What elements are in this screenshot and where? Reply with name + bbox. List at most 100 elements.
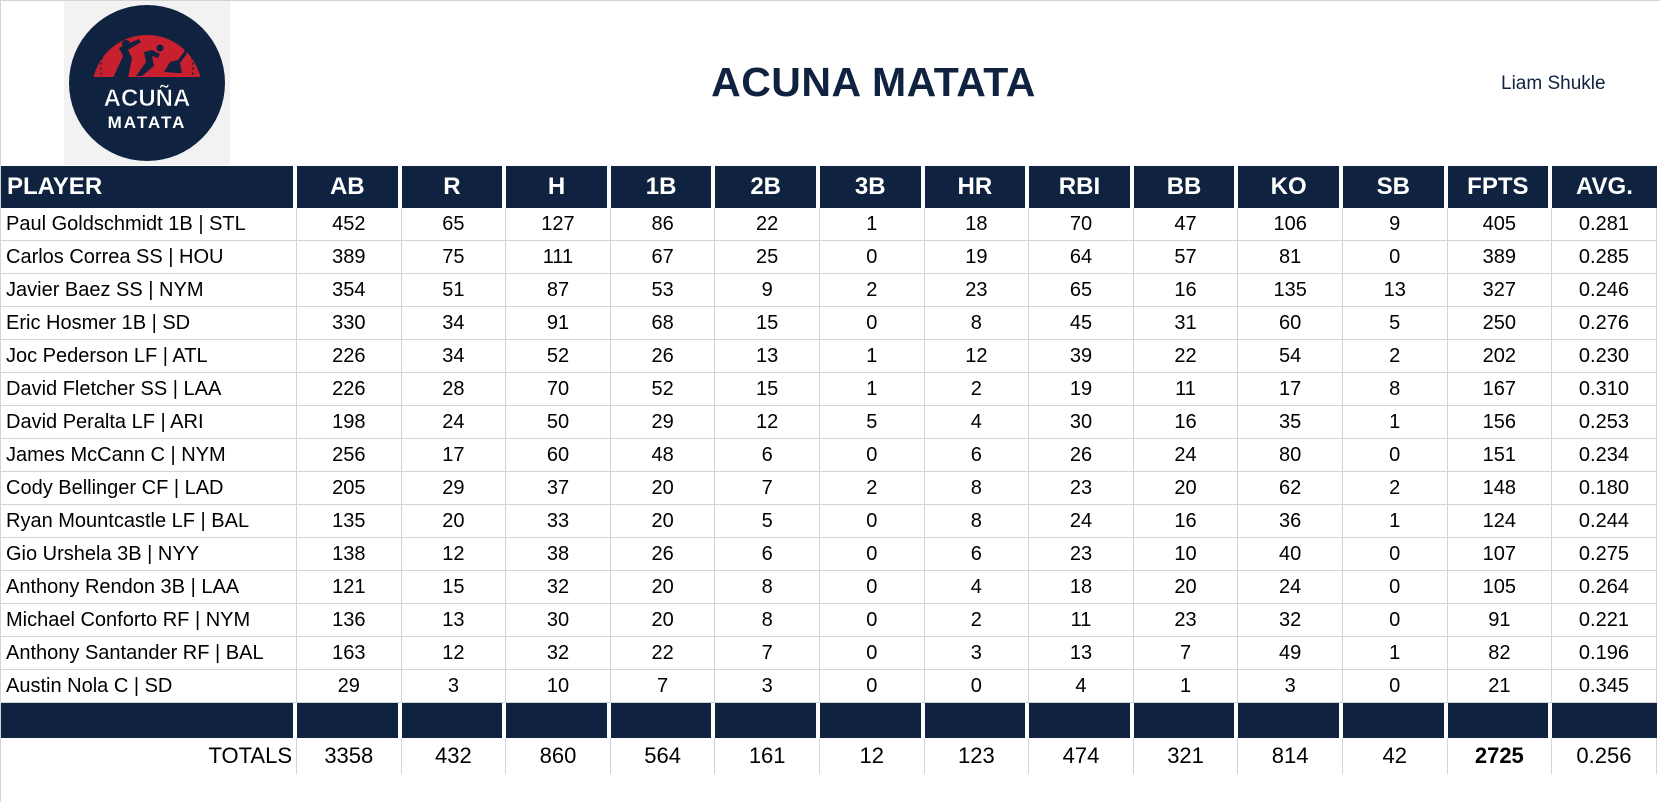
stat-cell-ko: 32: [1238, 604, 1343, 637]
stat-cell-r: 34: [401, 307, 507, 340]
stat-cell-rbi: 19: [1029, 373, 1134, 406]
table-row: James McCann C | NYM 256 17 60 48 6 0 6 26 24 80 0 1…: [1, 439, 1657, 472]
stat-cell-ko: 3: [1238, 670, 1343, 703]
stat-cell-sb: 0: [1342, 538, 1448, 571]
stat-cell-3b: 2: [819, 274, 925, 307]
table-row: Javier Baez SS | NYM 354 51 87 53 9 2 23 65 16 135…: [1, 274, 1657, 307]
stat-cell-3b: 0: [819, 670, 925, 703]
stat-cell-avg: 0.180: [1552, 472, 1657, 505]
stat-cell-avg: 0.285: [1552, 241, 1657, 274]
stat-cell-rbi: 64: [1029, 241, 1134, 274]
column-header-ko: KO: [1238, 166, 1343, 208]
stat-cell-ko: 36: [1238, 505, 1343, 538]
stat-cell-h: 32: [506, 571, 611, 604]
stat-cell-r: 28: [401, 373, 507, 406]
stat-cell-bb: 10: [1133, 538, 1239, 571]
stat-cell-hr: 4: [924, 571, 1030, 604]
player-rows: Paul Goldschmidt 1B | STL 452 65 127 86 22 1 18…: [1, 208, 1657, 703]
stat-cell-h: 87: [506, 274, 611, 307]
stat-cell-avg: 0.276: [1552, 307, 1657, 340]
stat-cell-ab: 136: [297, 604, 402, 637]
total-1b: 564: [611, 738, 716, 774]
table-row: Paul Goldschmidt 1B | STL 452 65 127 86 22 1 18…: [1, 208, 1657, 241]
stat-cell-hr: 19: [924, 241, 1030, 274]
column-header-avg: AVG.: [1552, 166, 1657, 208]
stat-cell-ko: 35: [1238, 406, 1343, 439]
stat-cell-2b: 6: [715, 538, 820, 571]
stat-cell-ab: 330: [297, 307, 402, 340]
stat-cell-3b: 5: [819, 406, 925, 439]
stat-cell-fpts: 105: [1447, 571, 1553, 604]
spacer-row: [1, 703, 1657, 738]
table-row: Michael Conforto RF | NYM 136 13 30 20 8 0 2 11 2…: [1, 604, 1657, 637]
stat-cell-rbi: 70: [1029, 208, 1134, 241]
stat-cell-hr: 6: [924, 439, 1030, 472]
stat-cell-rbi: 30: [1029, 406, 1134, 439]
stat-cell-ab: 354: [297, 274, 402, 307]
total-h: 860: [506, 738, 611, 774]
stat-cell-ko: 24: [1238, 571, 1343, 604]
stat-cell-ab: 135: [297, 505, 402, 538]
stat-cell-1b: 68: [610, 307, 716, 340]
player-name-cell: Paul Goldschmidt 1B | STL: [1, 208, 297, 241]
stat-cell-hr: 18: [924, 208, 1030, 241]
stat-cell-2b: 7: [715, 472, 820, 505]
stat-cell-3b: 0: [819, 604, 925, 637]
team-logo: ACUÑA MATATA: [64, 1, 230, 165]
stat-cell-sb: 0: [1342, 439, 1448, 472]
stat-cell-avg: 0.253: [1552, 406, 1657, 439]
stat-cell-r: 17: [401, 439, 507, 472]
stat-cell-ko: 49: [1238, 637, 1343, 670]
stat-cell-ab: 256: [297, 439, 402, 472]
stat-cell-hr: 0: [924, 670, 1030, 703]
total-bb: 321: [1134, 738, 1239, 774]
stat-cell-ab: 121: [297, 571, 402, 604]
stat-cell-rbi: 26: [1029, 439, 1134, 472]
stat-cell-3b: 0: [819, 637, 925, 670]
table-header-row: PLAYER AB R H 1B 2B 3B HR RBI BB KO SB F…: [1, 166, 1657, 208]
stat-cell-fpts: 389: [1447, 241, 1553, 274]
stat-cell-3b: 0: [819, 307, 925, 340]
baseball-logo-icon: ACUÑA MATATA: [69, 5, 225, 161]
stat-cell-hr: 12: [924, 340, 1030, 373]
stat-cell-fpts: 21: [1447, 670, 1553, 703]
stat-cell-3b: 0: [819, 571, 925, 604]
stat-cell-bb: 1: [1133, 670, 1239, 703]
column-header-rbi: RBI: [1029, 166, 1134, 208]
stat-cell-sb: 0: [1342, 604, 1448, 637]
stat-cell-ko: 40: [1238, 538, 1343, 571]
stat-cell-sb: 0: [1342, 670, 1448, 703]
stat-cell-2b: 6: [715, 439, 820, 472]
logo-text-line1: ACUÑA: [104, 84, 191, 112]
stat-cell-rbi: 18: [1029, 571, 1134, 604]
stat-cell-sb: 0: [1342, 241, 1448, 274]
table-row: David Peralta LF | ARI 198 24 50 29 12 5 4 30 16 3…: [1, 406, 1657, 439]
stat-cell-2b: 9: [715, 274, 820, 307]
stat-cell-hr: 8: [924, 307, 1030, 340]
player-name-cell: David Fletcher SS | LAA: [1, 373, 297, 406]
table-row: Gio Urshela 3B | NYY 138 12 38 26 6 0 6 23 10 40 0 1…: [1, 538, 1657, 571]
stat-cell-2b: 22: [715, 208, 820, 241]
stat-cell-h: 50: [506, 406, 611, 439]
player-name-cell: James McCann C | NYM: [1, 439, 297, 472]
stat-cell-ko: 135: [1238, 274, 1343, 307]
stat-cell-1b: 52: [610, 373, 716, 406]
stat-cell-1b: 7: [610, 670, 716, 703]
stat-cell-r: 12: [401, 538, 507, 571]
stat-cell-ko: 62: [1238, 472, 1343, 505]
player-name-cell: Carlos Correa SS | HOU: [1, 241, 297, 274]
total-rbi: 474: [1029, 738, 1134, 774]
stat-cell-avg: 0.310: [1552, 373, 1657, 406]
total-ab: 3358: [297, 738, 402, 774]
stat-cell-fpts: 151: [1447, 439, 1553, 472]
column-header-sb: SB: [1342, 166, 1448, 208]
player-name-cell: David Peralta LF | ARI: [1, 406, 297, 439]
stat-cell-3b: 2: [819, 472, 925, 505]
stat-cell-1b: 20: [610, 604, 716, 637]
stat-cell-ab: 29: [297, 670, 402, 703]
stat-cell-3b: 0: [819, 505, 925, 538]
team-title: ACUNA MATATA: [711, 59, 1036, 105]
table-row: Anthony Rendon 3B | LAA 121 15 32 20 8 0 4 18 20 2…: [1, 571, 1657, 604]
total-avg: 0.256: [1552, 738, 1657, 774]
stat-cell-r: 13: [401, 604, 507, 637]
